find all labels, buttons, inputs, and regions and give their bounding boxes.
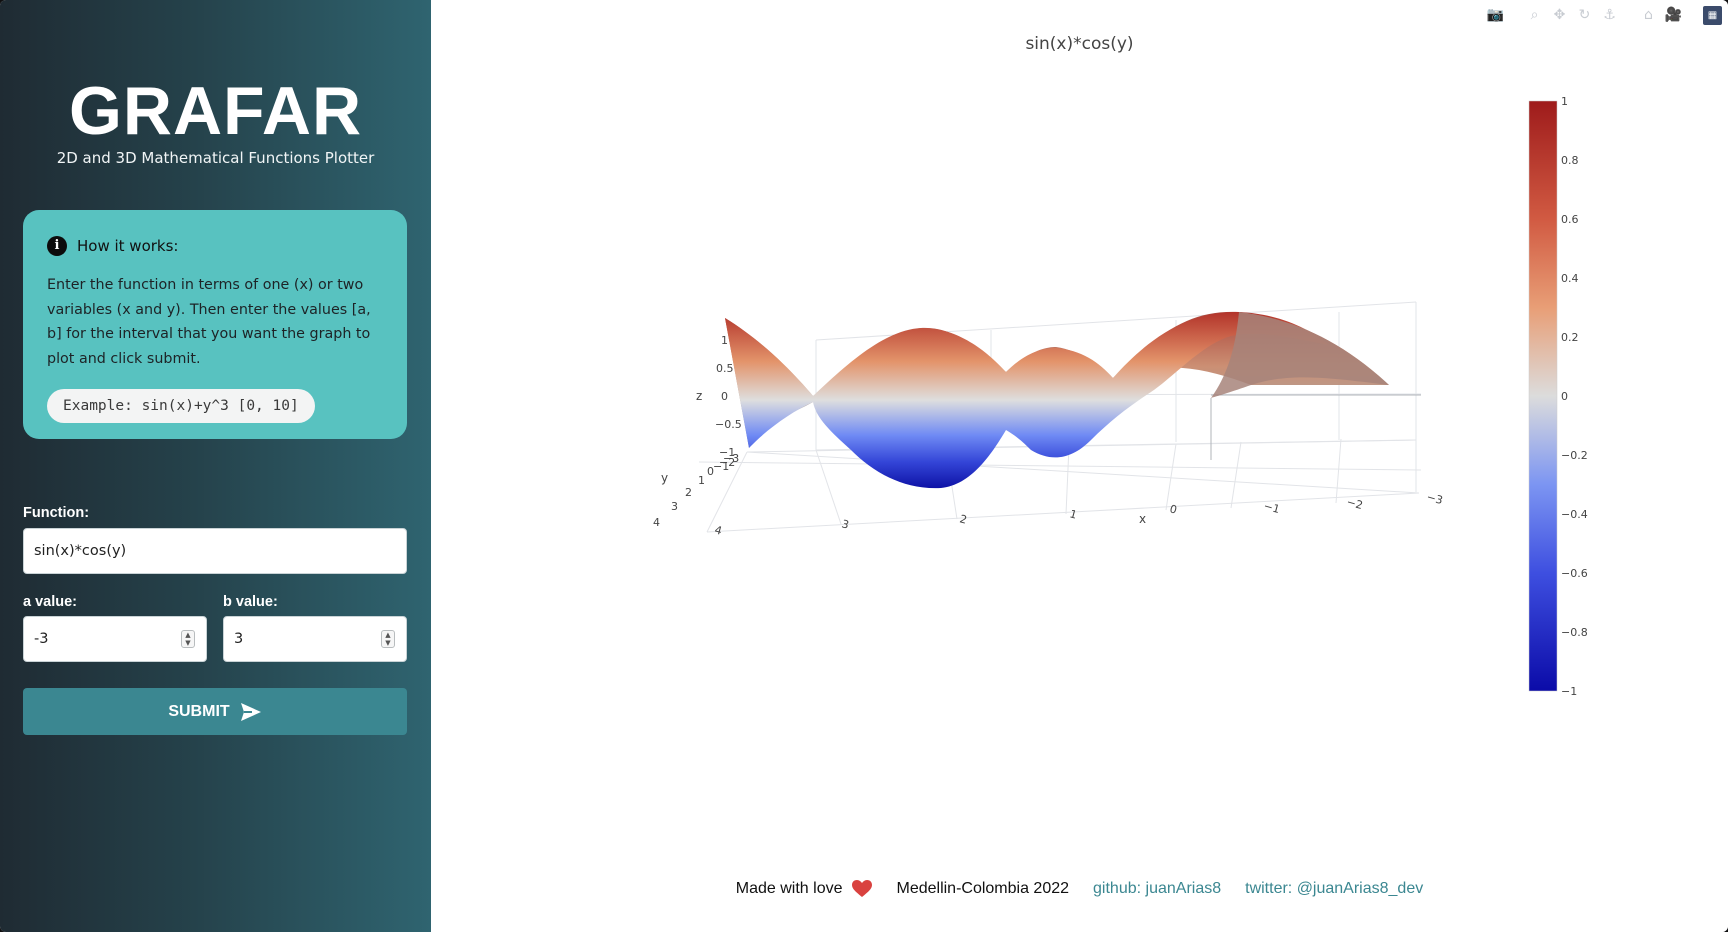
- a-value-label: a value:: [23, 594, 77, 610]
- z-tick-label: 1: [721, 334, 728, 347]
- heart-icon: [852, 880, 873, 897]
- plot-area: 📷 ⌕ ✥ ↻ ⚓ ⌂ 🎥 ▦ sin(x)*cos(y): [431, 0, 1728, 932]
- submit-label: SUBMIT: [168, 702, 230, 720]
- surface-front-sheet: [725, 311, 1329, 489]
- grid-line: [1230, 441, 1242, 509]
- grid-line: [815, 449, 842, 525]
- z-tick-label: 0: [721, 390, 728, 403]
- x-tick-label: −3: [1425, 490, 1444, 507]
- how-it-works-card: i How it works: Enter the function in te…: [23, 210, 407, 439]
- chevron-up-icon: ▲: [385, 630, 391, 639]
- y-tick-label: −1: [713, 460, 729, 473]
- plot-modebar: 📷 ⌕ ✥ ↻ ⚓ ⌂ 🎥 ▦: [1486, 6, 1722, 25]
- send-icon: [240, 702, 261, 721]
- colorbar-ticks: 1 0.8 0.6 0.4 0.2 0 −0.2 −0.4 −0.6 −0.8 −1: [1561, 95, 1588, 698]
- submit-button[interactable]: SUBMIT: [23, 688, 407, 735]
- z-axis-label: z: [696, 389, 702, 403]
- grid-line: [698, 461, 1422, 471]
- x-tick-label: 4: [713, 523, 723, 537]
- x-tick-label: 2: [958, 512, 968, 526]
- x-tick-label: 3: [840, 517, 850, 531]
- x-axis-label: x: [1139, 512, 1146, 526]
- colorbar-tick-label: −0.8: [1561, 626, 1588, 639]
- z-tick-label: −0.5: [715, 418, 742, 431]
- pan-icon[interactable]: ✥: [1553, 7, 1566, 23]
- app-title: GRAFAR: [68, 73, 363, 149]
- function-label: Function:: [23, 505, 90, 521]
- y-tick-label: −3: [723, 452, 739, 465]
- y-tick-label: 0: [707, 465, 714, 478]
- chevron-down-icon: ▼: [185, 638, 191, 647]
- camera-icon[interactable]: 📷: [1486, 7, 1505, 23]
- example-pill: Example: sin(x)+y^3 [0, 10]: [47, 389, 315, 423]
- a-value-stepper[interactable]: ▲ ▼: [181, 630, 195, 648]
- footer-location: Medellin-Colombia 2022: [896, 880, 1070, 897]
- colorbar-tick-label: −0.6: [1561, 567, 1588, 580]
- x-tick-label: −1: [1262, 499, 1281, 516]
- grid-line: [706, 492, 1420, 533]
- x-tick-label: −2: [1345, 495, 1364, 512]
- grid-line: [746, 451, 1420, 494]
- colorbar-tick-label: 0: [1561, 390, 1568, 403]
- colorbar-tick-label: 0.6: [1561, 213, 1579, 226]
- grid-line: [1065, 445, 1070, 515]
- chevron-down-icon: ▼: [385, 638, 391, 647]
- b-value-stepper[interactable]: ▲ ▼: [381, 630, 395, 648]
- how-it-works-title: How it works:: [77, 237, 179, 255]
- footer: Made with love Medellin-Colombia 2022 gi…: [431, 880, 1728, 898]
- zoom-icon[interactable]: ⌕: [1530, 7, 1539, 23]
- plot-title: sin(x)*cos(y): [1025, 34, 1134, 54]
- twitter-link[interactable]: twitter: @juanArias8_dev: [1245, 880, 1424, 897]
- made-with-love-text: Made with love: [735, 880, 843, 897]
- b-value-input[interactable]: [223, 616, 407, 662]
- b-value-label: b value:: [223, 594, 278, 610]
- y-tick-label: 1: [698, 474, 705, 487]
- grid-line: [1335, 438, 1342, 504]
- colorbar-tick-label: −0.4: [1561, 508, 1588, 521]
- colorbar-tick-label: −0.2: [1561, 449, 1588, 462]
- made-with-love: Made with love: [736, 880, 873, 898]
- reset-camera-icon[interactable]: ⌂: [1644, 7, 1653, 23]
- how-it-works-text: Enter the function in terms of one (x) o…: [47, 277, 371, 367]
- a-value-input[interactable]: [23, 616, 207, 662]
- x-tick-label: 0: [1168, 502, 1178, 516]
- app-subtitle: 2D and 3D Mathematical Functions Plotter: [56, 149, 375, 167]
- plotly-logo-icon[interactable]: ▦: [1703, 6, 1722, 25]
- y-tick-label: −2: [719, 456, 735, 469]
- colorbar-tick-label: 0.2: [1561, 331, 1579, 344]
- github-link[interactable]: github: juanArias8: [1093, 880, 1222, 897]
- how-it-works-heading: i How it works:: [47, 236, 178, 256]
- grid-line: [1165, 443, 1177, 511]
- colorbar-tick-label: 0.4: [1561, 272, 1579, 285]
- y-tick-label: 3: [671, 500, 678, 513]
- grid-line: [706, 451, 748, 533]
- x-tick-label: 1: [1068, 507, 1078, 521]
- colorbar-tick-label: −1: [1561, 685, 1577, 698]
- colorbar-tick-label: 0.8: [1561, 154, 1579, 167]
- chevron-up-icon: ▲: [185, 630, 191, 639]
- info-icon: i: [47, 236, 67, 256]
- default-view-icon[interactable]: 🎥: [1664, 7, 1683, 23]
- surface-tail: [1211, 312, 1389, 398]
- colorbar: [1528, 100, 1558, 692]
- sidebar: GRAFAR 2D and 3D Mathematical Functions …: [0, 0, 431, 932]
- function-input[interactable]: [23, 528, 407, 574]
- y-tick-label: 4: [653, 516, 660, 529]
- turntable-rotation-icon[interactable]: ⚓: [1603, 7, 1616, 23]
- orbit-rotation-icon[interactable]: ↻: [1578, 7, 1591, 23]
- z-tick-label: 0.5: [716, 362, 734, 375]
- z-tick-label: −1: [719, 446, 735, 459]
- y-axis-label: y: [661, 471, 668, 485]
- y-tick-label: 2: [685, 486, 692, 499]
- colorbar-tick-label: 1: [1561, 95, 1568, 108]
- surface-mesh: [725, 311, 1389, 489]
